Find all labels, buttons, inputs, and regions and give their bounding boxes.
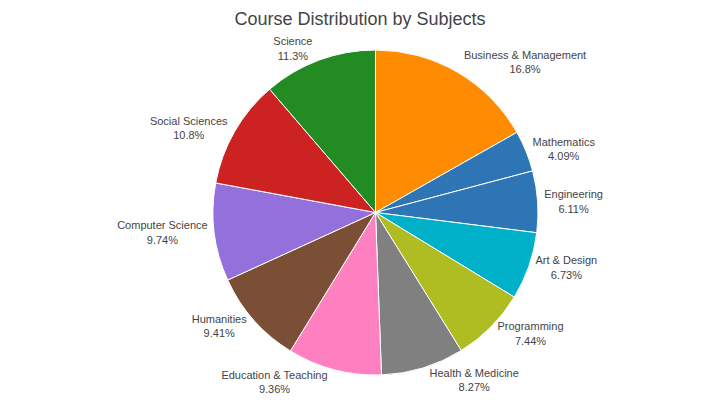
svg-text:Engineering6.11%: Engineering6.11% xyxy=(544,188,603,214)
svg-text:Health & Medicine8.27%: Health & Medicine8.27% xyxy=(430,367,519,393)
svg-text:Business & Management16.8%: Business & Management16.8% xyxy=(464,49,586,75)
svg-text:Art & Design6.73%: Art & Design6.73% xyxy=(535,254,597,280)
svg-text:Mathematics4.09%: Mathematics4.09% xyxy=(533,136,596,162)
svg-text:Humanities9.41%: Humanities9.41% xyxy=(192,313,248,339)
svg-text:Education & Teaching9.36%: Education & Teaching9.36% xyxy=(221,369,327,395)
svg-text:Social Sciences10.8%: Social Sciences10.8% xyxy=(150,115,228,141)
svg-text:Science11.3%: Science11.3% xyxy=(273,35,312,61)
svg-text:Programming7.44%: Programming7.44% xyxy=(497,320,563,346)
svg-text:Computer Science9.74%: Computer Science9.74% xyxy=(117,219,208,245)
svg-text:Course Distribution by Subject: Course Distribution by Subjects xyxy=(234,9,485,29)
